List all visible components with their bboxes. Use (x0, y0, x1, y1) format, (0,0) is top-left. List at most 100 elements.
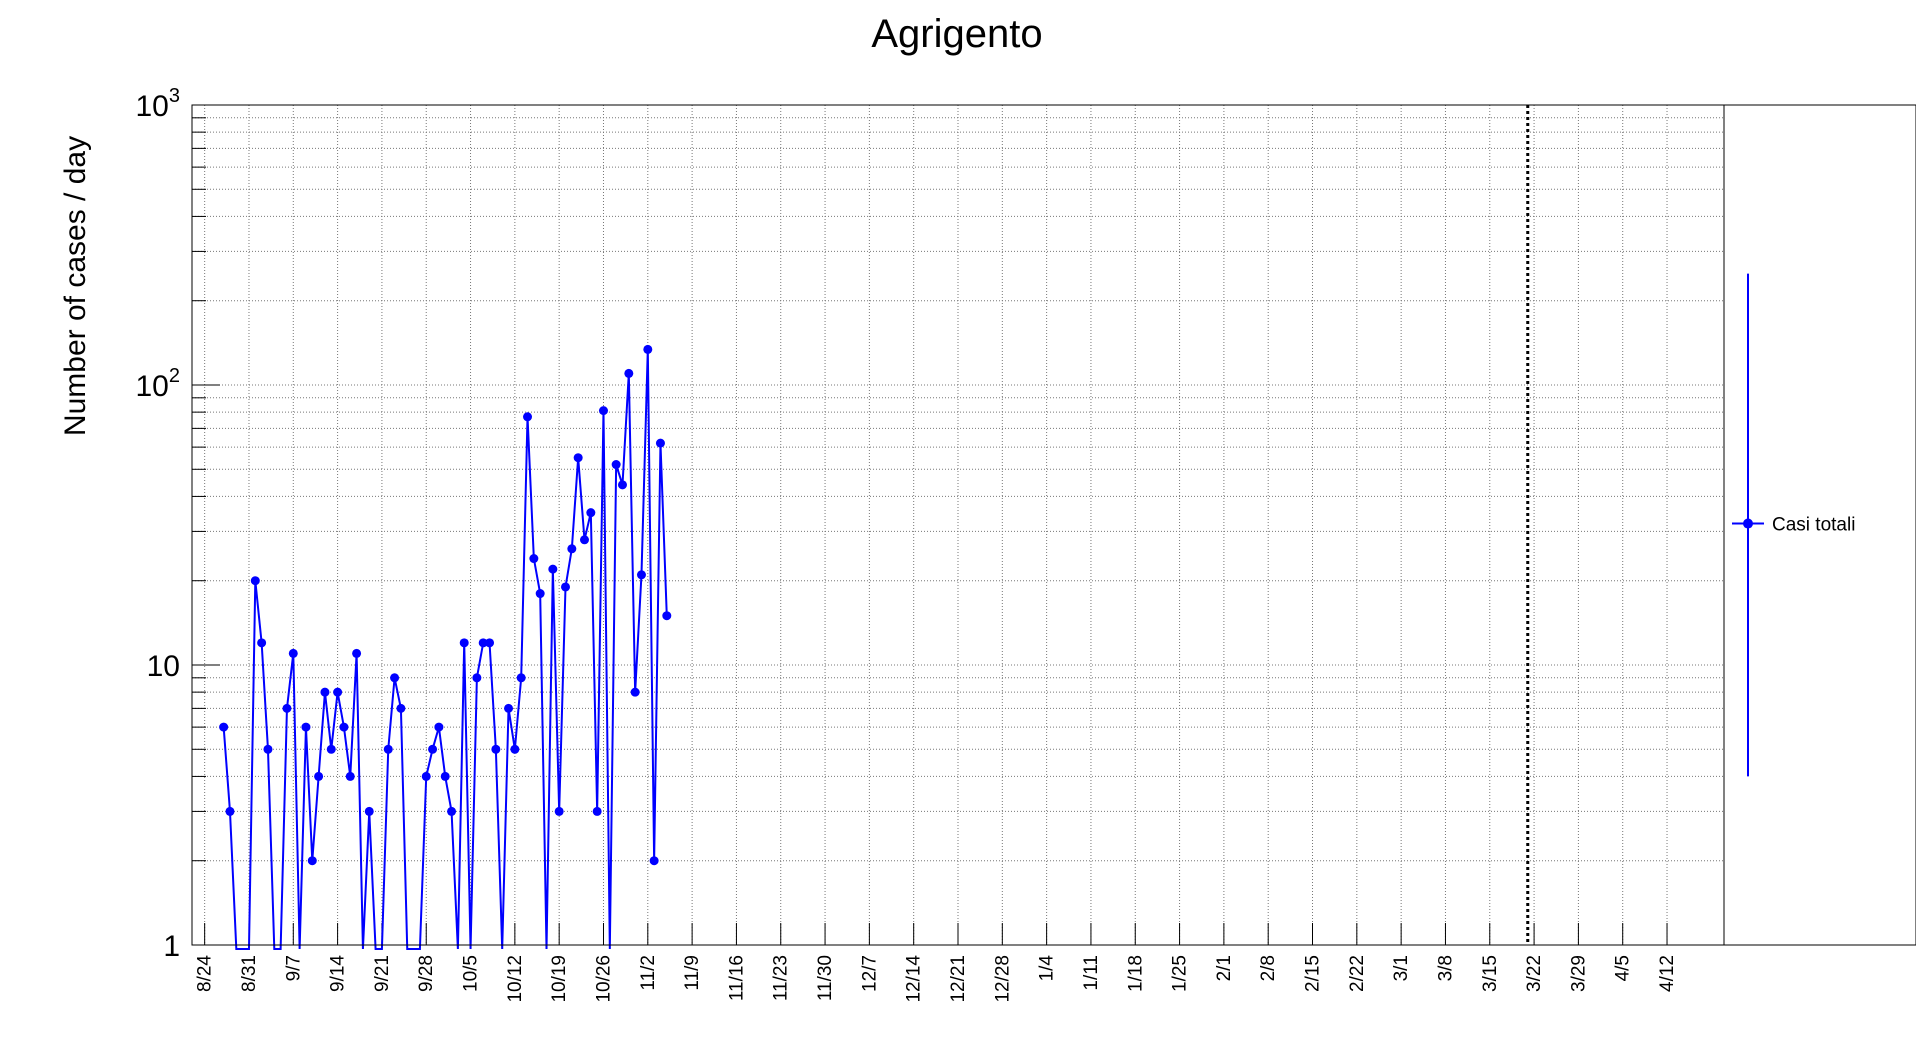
x-tick-label: 11/23 (771, 955, 792, 1001)
data-point (263, 744, 273, 754)
grid-lines (192, 104, 1724, 945)
series-line (222, 349, 668, 950)
data-point (478, 638, 488, 648)
x-tick-label: 3/15 (1480, 955, 1501, 992)
data-point (390, 673, 400, 683)
y-axis-ticks: 1 10 102 103 (136, 85, 220, 963)
y-tick-label: 103 (136, 85, 181, 123)
data-point (548, 564, 558, 574)
data-point (307, 856, 317, 866)
x-tick-label: 12/21 (948, 955, 969, 1003)
x-tick-label: 10/5 (461, 955, 482, 992)
x-tick-label: 11/16 (726, 955, 747, 1001)
data-point (333, 687, 343, 697)
data-point (573, 453, 583, 463)
data-point (282, 703, 292, 713)
x-tick-label: 10/19 (549, 955, 570, 1003)
data-point (428, 744, 438, 754)
data-point (554, 806, 564, 816)
x-tick-label: 4/12 (1657, 955, 1678, 992)
data-point (352, 648, 362, 658)
data-point (649, 856, 659, 866)
data-point (636, 570, 646, 580)
data-point (314, 771, 324, 781)
data-point (523, 412, 533, 422)
data-point (592, 806, 602, 816)
data-point (339, 722, 349, 732)
y-tick-label: 10 (147, 650, 180, 683)
data-point (472, 673, 482, 683)
x-tick-label: 9/7 (283, 955, 304, 981)
data-point (459, 638, 469, 648)
data-point (624, 368, 634, 378)
data-point (345, 771, 355, 781)
data-point (598, 406, 608, 416)
x-tick-label: 2/8 (1258, 955, 1279, 981)
data-point (485, 638, 495, 648)
legend-label: Casi totali (1772, 515, 1855, 536)
x-tick-label: 3/29 (1568, 955, 1589, 992)
data-point (250, 576, 260, 586)
x-tick-label: 9/21 (372, 955, 393, 992)
data-point (535, 589, 545, 599)
legend-box (1723, 104, 1916, 946)
data-point (491, 744, 501, 754)
data-point (617, 480, 627, 490)
x-tick-label: 1/4 (1037, 955, 1058, 982)
data-point (579, 535, 589, 545)
x-tick-label: 9/14 (328, 955, 349, 992)
data-point (440, 771, 450, 781)
data-point (567, 544, 577, 554)
data-point (630, 687, 640, 697)
x-tick-label: 11/30 (815, 955, 836, 1001)
y-tick-label: 1 (163, 930, 180, 963)
y-axis-label: Number of cases / day (59, 136, 92, 436)
x-tick-label: 2/1 (1214, 955, 1235, 981)
x-tick-label: 10/12 (505, 955, 526, 1003)
chart-title: Agrigento (871, 12, 1042, 56)
legend-marker (1743, 518, 1753, 529)
x-tick-label: 3/22 (1524, 955, 1545, 992)
data-point (586, 508, 596, 518)
data-point (257, 638, 267, 648)
data-point (655, 438, 665, 448)
data-point (396, 703, 406, 713)
data-series (219, 344, 672, 950)
x-tick-label: 4/5 (1613, 955, 1634, 981)
x-tick-label: 12/28 (992, 955, 1013, 1003)
data-point (662, 611, 672, 621)
data-point (529, 554, 539, 564)
data-point (447, 806, 457, 816)
x-tick-label: 8/24 (195, 955, 216, 992)
data-point (516, 673, 526, 683)
x-axis-ticks: 8/24 8/31 9/7 9/14 9/21 9/28 10/5 10/12 10/19 10/… (195, 923, 1678, 1003)
y-tick-label: 102 (136, 365, 181, 403)
data-point (504, 703, 514, 713)
x-tick-label: 10/26 (593, 955, 614, 1003)
data-point (383, 744, 393, 754)
data-point (320, 687, 330, 697)
x-tick-label: 9/28 (416, 955, 437, 992)
data-point (643, 344, 653, 354)
legend: Casi totali (1723, 104, 1916, 946)
data-point (510, 744, 520, 754)
data-point (364, 806, 374, 816)
x-tick-label: 8/31 (239, 955, 260, 992)
data-point (434, 722, 444, 732)
x-tick-label: 12/7 (859, 955, 880, 992)
data-point (288, 648, 298, 658)
data-point (421, 771, 431, 781)
data-point (561, 582, 571, 592)
data-point (611, 460, 621, 470)
x-tick-label: 11/9 (682, 955, 703, 991)
x-tick-label: 2/15 (1303, 955, 1324, 992)
data-point (326, 744, 336, 754)
data-point (225, 806, 235, 816)
x-tick-label: 11/2 (638, 955, 659, 991)
x-tick-label: 1/25 (1170, 955, 1191, 992)
x-tick-label: 12/14 (904, 955, 925, 1003)
x-tick-label: 3/8 (1435, 955, 1456, 981)
data-point (219, 722, 229, 732)
x-tick-label: 2/22 (1347, 955, 1368, 992)
